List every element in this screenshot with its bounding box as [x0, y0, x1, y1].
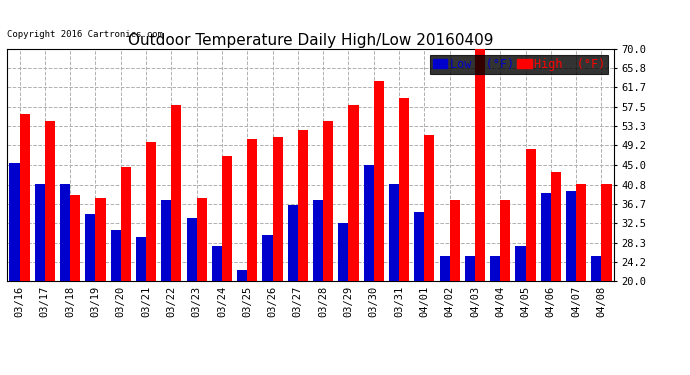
Bar: [313, 200, 323, 281]
Bar: [500, 200, 511, 281]
Bar: [247, 140, 257, 281]
Bar: [591, 256, 602, 281]
Bar: [60, 184, 70, 281]
Bar: [186, 219, 197, 281]
Bar: [364, 165, 374, 281]
Bar: [515, 246, 526, 281]
Bar: [465, 256, 475, 281]
Bar: [212, 246, 222, 281]
Bar: [288, 204, 298, 281]
Title: Outdoor Temperature Daily High/Low 20160409: Outdoor Temperature Daily High/Low 20160…: [128, 33, 493, 48]
Bar: [146, 142, 156, 281]
Bar: [526, 149, 535, 281]
Text: Copyright 2016 Cartronics.com: Copyright 2016 Cartronics.com: [7, 30, 163, 39]
Legend: Low  (°F), High  (°F): Low (°F), High (°F): [431, 55, 608, 74]
Bar: [19, 114, 30, 281]
Bar: [273, 137, 283, 281]
Bar: [348, 105, 359, 281]
Bar: [110, 230, 121, 281]
Bar: [440, 256, 450, 281]
Bar: [399, 98, 409, 281]
Bar: [576, 184, 586, 281]
Bar: [222, 156, 232, 281]
Bar: [475, 46, 485, 281]
Bar: [136, 237, 146, 281]
Bar: [237, 270, 247, 281]
Bar: [541, 193, 551, 281]
Bar: [450, 200, 460, 281]
Bar: [10, 163, 19, 281]
Bar: [389, 184, 399, 281]
Bar: [197, 198, 207, 281]
Bar: [34, 184, 45, 281]
Bar: [45, 121, 55, 281]
Bar: [374, 81, 384, 281]
Bar: [70, 195, 80, 281]
Bar: [86, 214, 95, 281]
Bar: [95, 198, 106, 281]
Bar: [424, 135, 435, 281]
Bar: [298, 130, 308, 281]
Bar: [262, 235, 273, 281]
Bar: [490, 256, 500, 281]
Bar: [121, 167, 131, 281]
Bar: [414, 211, 424, 281]
Bar: [338, 223, 348, 281]
Bar: [161, 200, 171, 281]
Bar: [566, 190, 576, 281]
Bar: [323, 121, 333, 281]
Bar: [171, 105, 181, 281]
Bar: [551, 172, 561, 281]
Bar: [602, 184, 611, 281]
